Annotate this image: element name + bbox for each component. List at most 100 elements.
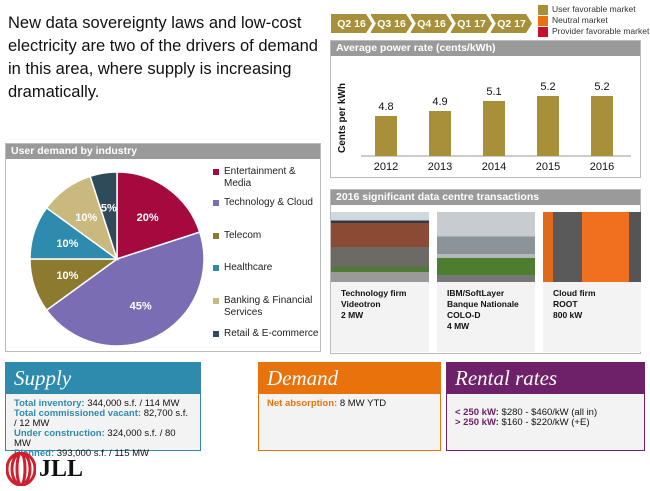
transaction-ibm: IBM/SoftLayer Banque Nationale COLO-D 4 MW [437,212,535,352]
demand-box: Demand Net absorption: 8 MW YTD [258,362,441,451]
legend-label: Neutral market [552,15,608,25]
slice-label: 20% [137,212,159,224]
legend-swatch [213,265,219,271]
jll-logo-mark [6,452,36,486]
tx-type: Technology firm [341,288,407,298]
tx-company-2: COLO-D [447,310,481,320]
x-tick-label: 2016 [590,161,614,173]
row-value: 82,700 s.f. / 12 MW [14,408,189,429]
legend-label: Retail & E-commerce [224,328,319,339]
tx-size: 4 MW [447,321,470,331]
timeline-q3-16: Q3 16 [370,14,412,33]
pie-svg: 20% 45% 10% 10% 10% 5% [29,171,205,347]
data-label: 5.2 [594,81,609,93]
supply-row: Planned: 393,000 s.f. / 115 MW [14,449,192,459]
legend-label: Entertainment & Media [224,166,296,189]
bar-2015 [537,96,559,156]
rental-row: < 250 kW: $280 - $460/kW (all in) [455,408,636,418]
transactions-title: 2016 significant data centre transaction… [331,190,640,205]
pie-legend-item: Entertainment & Media [213,166,324,190]
legend-provider: Provider favorable market [538,26,649,37]
row-value: 393,000 s.f. / 115 MW [54,448,149,459]
row-value: $280 - $460/kW (all in) [498,407,598,418]
legend-swatch [213,169,219,175]
swatch [538,26,548,37]
legend-swatch [213,200,219,206]
slice-label: 10% [75,212,97,224]
bar-2013 [429,111,451,156]
building-photo [543,212,641,282]
tx-type: IBM/SoftLayer [447,288,505,298]
building-photo [437,212,535,282]
slice-label: 45% [130,301,152,313]
supply-row: Total commissioned vacant: 82,700 s.f. /… [14,409,192,429]
rental-row: > 250 kW: $160 - $220/kW (+E) [455,418,636,428]
pie-legend-item: Healthcare [213,262,324,274]
pie-legend-item: Banking & Financial Services [213,295,324,319]
row-key: Under construction: [14,428,105,439]
market-legend: User favorable market Neutral market Pro… [538,4,649,37]
bar-2014 [483,101,505,156]
pie-slice-0 [116,171,201,261]
x-tick-label: 2014 [482,161,506,173]
row-key: Total commissioned vacant: [14,408,142,419]
x-tick-label: 2012 [374,161,398,173]
pie-legend-item: Telecom [213,230,324,242]
bar-2016 [591,96,613,156]
transactions-panel: 2016 significant data centre transaction… [330,189,641,354]
tx-company: Banque Nationale [447,299,519,309]
supply-row: Under construction: 324,000 s.f. / 80 MW [14,429,192,449]
demand-row: Net absorption: 8 MW YTD [267,399,432,409]
timeline-q2-17: Q2 17 [490,14,532,33]
demand-title: Demand [259,363,440,394]
slice-label: 5% [101,202,117,214]
row-key: < 250 kW: [455,407,499,418]
swatch [538,4,548,15]
tx-type: Cloud firm [553,288,596,298]
chart-title: Average power rate (cents/kWh) [331,41,640,56]
pie-legend-item: Technology & Cloud [213,197,324,209]
y-axis-label: Cents per kWh [337,83,348,153]
row-value: 324,000 s.f. / 80 MW [14,428,176,449]
tx-size: 800 kW [553,310,583,320]
transaction-videotron: Technology firm Videotron 2 MW [331,212,429,352]
data-label: 4.8 [378,101,393,113]
bar-2012 [375,116,397,156]
transaction-root: Cloud firm ROOT 800 kW [543,212,641,352]
timeline-q1-17: Q1 17 [450,14,492,33]
slice-label: 10% [56,238,78,250]
legend-swatch [213,331,219,337]
power-rate-chart: Average power rate (cents/kWh) Cents per… [330,40,641,178]
tx-company: ROOT [553,299,578,309]
building-photo [331,212,429,282]
legend-swatch [213,298,219,304]
data-label: 4.9 [432,96,447,108]
bar-chart-svg: Cents per kWh 4.8 2012 4.9 2013 5.1 2014 5.2 201… [337,81,631,173]
timeline-q4-16: Q4 16 [410,14,452,33]
data-label: 5.1 [486,86,501,98]
jll-logo: JLL [6,452,83,486]
legend-swatch [213,233,219,239]
x-tick-label: 2013 [428,161,452,173]
rental-title: Rental rates [447,363,644,394]
data-label: 5.2 [540,81,555,93]
quarter-timeline: Q2 16 Q3 16 Q4 16 Q1 17 Q2 17 [330,14,532,33]
row-key: Total inventory: [14,398,85,409]
supply-row: Total inventory: 344,000 s.f. / 114 MW [14,399,192,409]
demand-pie-chart: User demand by industry 20% 45% 10% 10% 10% 5… [5,143,321,352]
legend-label: Telecom [224,230,262,241]
legend-user: User favorable market [538,4,649,15]
timeline-q2-16: Q2 16 [330,14,372,33]
row-key: > 250 kW: [455,417,499,428]
row-value: $160 - $220/kW (+E) [498,417,590,428]
legend-label: Technology & Cloud [224,197,313,208]
intro-text: New data sovereignty laws and low-cost e… [8,14,318,101]
rental-box: Rental rates < 250 kW: $280 - $460/kW (a… [446,362,645,451]
row-value: 8 MW YTD [337,398,387,409]
tx-size: 2 MW [341,310,364,320]
legend-neutral: Neutral market [538,15,649,26]
supply-box: Supply Total inventory: 344,000 s.f. / 1… [5,362,201,459]
swatch [538,15,548,26]
x-tick-label: 2015 [536,161,560,173]
row-value: 344,000 s.f. / 114 MW [84,398,180,409]
